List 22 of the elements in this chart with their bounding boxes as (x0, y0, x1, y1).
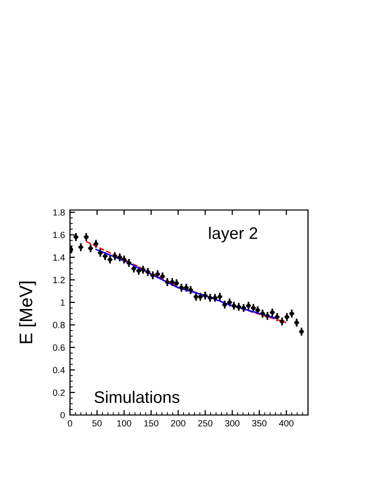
y-tick-label: 1 (60, 299, 65, 306)
y-tick-label: 1.8 (53, 209, 65, 216)
x-tick-label: 400 (279, 420, 294, 426)
y-tick-label: 0.8 (52, 322, 65, 328)
x-tick-label: 350 (252, 420, 266, 426)
y-tick-label: 1.2 (53, 276, 65, 284)
y-tick-label: 0.2 (52, 389, 65, 396)
y-tick-label: 0 (60, 412, 65, 418)
x-tick-label: 0 (68, 420, 72, 426)
annotation: Simulations (94, 390, 180, 404)
y-tick-label: 1.4 (53, 254, 65, 261)
annotation: layer 2 (209, 226, 258, 242)
x-tick-label: 250 (198, 420, 212, 426)
y-tick-label: 0.6 (52, 344, 65, 351)
x-tick-label: 150 (144, 420, 158, 426)
y-axis-title: E [MeV] (19, 282, 36, 344)
x-tick-label: 200 (171, 420, 186, 426)
x-tick-label: 50 (92, 420, 102, 426)
x-tick-label: 300 (225, 420, 240, 426)
y-tick-label: 1.6 (53, 232, 65, 238)
y-tick-label: 0.4 (52, 366, 65, 374)
x-tick-label: 100 (117, 420, 132, 426)
